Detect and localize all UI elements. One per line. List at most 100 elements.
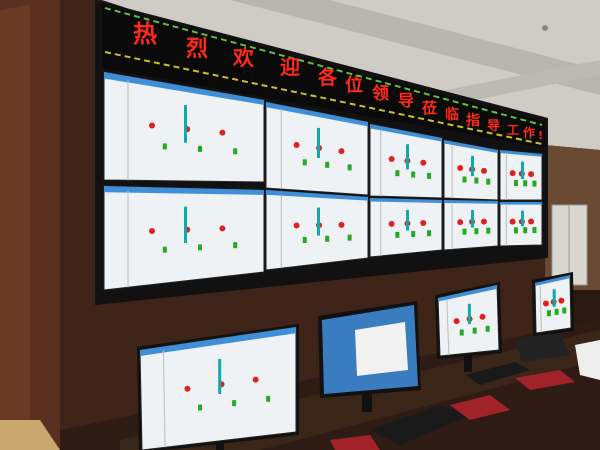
monitor-stand xyxy=(464,352,472,372)
status-indicator xyxy=(523,180,528,187)
valve-icon xyxy=(542,300,549,307)
pipe-bar xyxy=(467,303,471,325)
ceiling-beam xyxy=(230,0,600,95)
wall-screen xyxy=(369,123,443,199)
status-indicator xyxy=(474,228,479,235)
valve-icon xyxy=(558,297,565,304)
status-indicator xyxy=(266,395,271,402)
pipe-bar xyxy=(471,210,474,228)
window-titlebar xyxy=(370,124,442,142)
window-titlebar xyxy=(104,72,264,105)
wall-screen xyxy=(499,149,543,201)
window-titlebar xyxy=(500,202,542,205)
pipe-bar xyxy=(552,289,556,307)
valve-icon xyxy=(338,221,345,228)
screen-surface xyxy=(139,326,297,450)
sidebar-divider xyxy=(539,285,542,333)
wall-screens xyxy=(103,71,543,291)
pipe-bar xyxy=(317,127,320,158)
status-indicator xyxy=(198,244,202,251)
left-panel xyxy=(0,5,30,425)
led-char: 工 xyxy=(507,123,519,137)
wall-screen xyxy=(369,197,443,258)
keyboard[interactable] xyxy=(465,362,530,385)
valve-icon xyxy=(528,218,535,225)
led-char: 热 xyxy=(133,20,157,48)
desk-phone[interactable] xyxy=(515,333,570,362)
led-banner-text: 热烈欢迎各位领导莅临指导工作! xyxy=(133,20,543,142)
dialog-window[interactable] xyxy=(355,322,408,376)
valve-icon xyxy=(293,222,300,229)
window-titlebar xyxy=(535,275,571,286)
ceiling-beam xyxy=(420,60,600,105)
status-indicator xyxy=(395,170,400,177)
valve-icon xyxy=(219,129,226,136)
led-char: 领 xyxy=(372,83,389,104)
led-border-top xyxy=(104,7,543,126)
window-titlebar xyxy=(266,190,368,201)
window-titlebar xyxy=(444,200,498,204)
valve-icon xyxy=(509,170,516,177)
status-indicator xyxy=(427,172,432,179)
valve-icon xyxy=(479,313,486,320)
status-indicator xyxy=(325,161,330,168)
led-char: 位 xyxy=(345,74,363,96)
status-indicator xyxy=(427,230,432,237)
valve-icon xyxy=(453,318,460,325)
led-char: 烈 xyxy=(186,37,208,62)
window-titlebar xyxy=(438,285,498,302)
keyboard[interactable] xyxy=(370,405,470,445)
status-indicator xyxy=(462,176,467,183)
status-indicator xyxy=(523,227,528,234)
wall-screen xyxy=(499,201,543,247)
led-char: 迎 xyxy=(280,55,300,79)
monitor-stand xyxy=(216,440,224,450)
pipe-bar xyxy=(406,144,409,170)
status-indicator xyxy=(162,143,167,150)
valve-icon xyxy=(184,385,191,392)
valve-icon xyxy=(480,218,487,225)
valve-icon xyxy=(457,165,464,172)
mouse-pad xyxy=(450,395,510,420)
status-indicator xyxy=(233,242,238,249)
status-indicator xyxy=(562,307,567,314)
valve-icon xyxy=(457,219,464,226)
status-indicator xyxy=(472,327,477,334)
wall-screen xyxy=(103,185,265,291)
desk-monitor[interactable] xyxy=(437,284,500,357)
status-indicator xyxy=(513,227,518,234)
pipe-bar xyxy=(521,210,524,227)
led-banner xyxy=(102,5,545,148)
status-indicator xyxy=(474,177,479,184)
status-indicator xyxy=(162,246,167,253)
pipe-bar xyxy=(184,105,187,143)
pipe-bar xyxy=(184,206,187,243)
status-indicator xyxy=(532,227,537,234)
desk-monitor[interactable] xyxy=(534,274,572,334)
status-indicator xyxy=(546,310,551,317)
valve-icon xyxy=(528,171,535,178)
valve-icon xyxy=(252,376,259,383)
valve-icon xyxy=(480,167,487,174)
pipe-bar xyxy=(317,207,320,236)
status-indicator xyxy=(486,227,491,234)
wall-screen xyxy=(103,71,265,183)
window-titlebar xyxy=(370,198,442,203)
window-titlebar xyxy=(444,140,498,153)
window-titlebar xyxy=(500,150,542,157)
status-indicator xyxy=(347,234,352,241)
status-indicator xyxy=(395,231,400,238)
led-char: 作 xyxy=(523,125,535,140)
valve-icon xyxy=(293,141,300,148)
valve-icon xyxy=(338,148,345,155)
valve-icon xyxy=(509,218,516,225)
status-indicator xyxy=(532,180,537,187)
sidebar-divider xyxy=(446,300,450,356)
mouse-pad xyxy=(330,435,380,450)
wall-screen xyxy=(265,101,369,196)
window-titlebar xyxy=(140,327,296,356)
wall-screen xyxy=(443,199,499,251)
desk-monitor[interactable] xyxy=(139,326,297,450)
